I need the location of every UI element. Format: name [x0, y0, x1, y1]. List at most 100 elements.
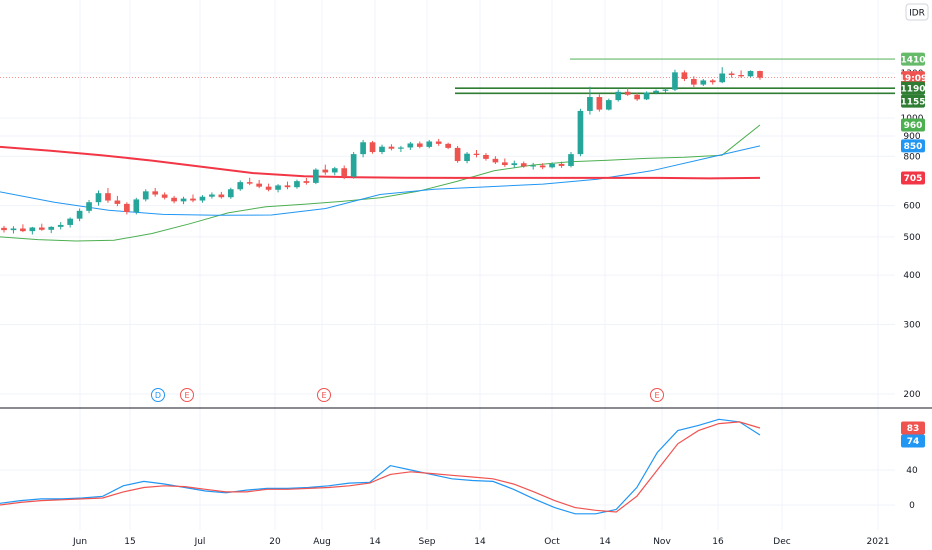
currency-label: IDR — [909, 9, 925, 19]
candle-body — [369, 142, 376, 153]
currency-badge[interactable]: IDR — [905, 3, 929, 21]
osc-tick-label: 40 — [906, 466, 918, 476]
candle-body — [105, 193, 111, 201]
candle-body — [662, 89, 669, 91]
candle-body — [284, 185, 291, 188]
candle-body — [209, 194, 215, 197]
candle-body — [426, 141, 433, 147]
candle-body — [29, 227, 36, 232]
osc-blue-line — [0, 418, 761, 515]
candle-body — [95, 193, 102, 203]
candle-body — [492, 158, 499, 163]
candle-body — [275, 185, 281, 190]
candle-body — [86, 202, 92, 211]
price-tag-bg — [901, 71, 925, 85]
candle-body — [152, 191, 159, 195]
event-marker-circle — [180, 388, 194, 402]
candle-body — [407, 143, 414, 148]
time-tick-label: Jun — [72, 537, 87, 547]
candle-body — [416, 143, 423, 147]
price-tag-label: 705 — [904, 174, 923, 184]
price-tag: 850 — [901, 139, 925, 153]
candle-body — [256, 183, 262, 187]
candle-body — [539, 165, 546, 168]
candle-body — [605, 100, 612, 110]
event-marker-label: E — [654, 391, 659, 400]
time-tick-label: 2021 — [867, 537, 890, 547]
candle-body — [360, 142, 366, 155]
candle-body — [709, 80, 716, 83]
candle-body — [653, 90, 659, 93]
event-marker-circle — [151, 388, 165, 402]
candle-body — [464, 153, 470, 162]
time-tick-label: Aug — [313, 537, 331, 547]
candle-body — [303, 181, 310, 183]
candle-body — [473, 153, 480, 155]
price-tag: 960 — [901, 118, 925, 132]
candle-body — [180, 198, 187, 202]
candle-body — [511, 163, 518, 166]
price-tag-label: 19:09 — [899, 74, 928, 84]
candle-body — [171, 197, 177, 202]
time-axis[interactable]: Jun 15 Jul 20 Aug 14 Sep 14 Oct 14 Nov 16 Dec 2021 — [72, 537, 889, 547]
candle-body — [738, 74, 744, 77]
osc-value-tag: 83 — [901, 421, 925, 435]
candle-body — [445, 143, 451, 148]
candle-body — [199, 196, 206, 201]
candle-body — [728, 73, 735, 75]
time-tick-label: 14 — [369, 537, 381, 547]
grid — [0, 0, 895, 530]
candle-body — [643, 92, 650, 100]
candle-body — [700, 80, 707, 85]
candle-body — [530, 165, 537, 167]
price-tag-label: 960 — [904, 121, 923, 131]
candle-body — [483, 154, 489, 159]
price-tag-label: 850 — [904, 142, 923, 152]
candle-body — [313, 169, 319, 183]
ma-short-line — [0, 124, 761, 242]
candle-body — [67, 218, 73, 225]
event-marker-d[interactable]: D — [151, 388, 165, 402]
osc-value-tag-label: 83 — [907, 424, 920, 434]
osc-red-line — [0, 421, 761, 513]
event-marker-e[interactable]: E — [650, 388, 664, 402]
candle-body — [227, 189, 234, 198]
event-marker-label: E — [184, 391, 189, 400]
price-tag: 1410 — [900, 52, 926, 66]
candle-body — [388, 146, 395, 149]
price-tick-label: 600 — [903, 202, 920, 212]
event-marker-e[interactable]: E — [317, 388, 331, 402]
price-tag: 1155 — [900, 94, 926, 108]
price-tag-bg — [901, 139, 925, 153]
price-tag-bg — [901, 118, 925, 132]
candle-body — [133, 199, 140, 213]
candle-body — [20, 228, 26, 232]
event-marker-e[interactable]: E — [180, 388, 194, 402]
price-tick-label: 500 — [903, 233, 920, 243]
candle-body — [10, 228, 17, 231]
price-tag: 705 — [901, 171, 925, 185]
time-tick-label: 16 — [712, 537, 724, 547]
oscillator-pane: 40 0 83 74 — [0, 418, 925, 515]
price-tag-label: 1190 — [900, 84, 925, 94]
candle-body — [615, 91, 622, 101]
candles — [1, 67, 763, 235]
osc-value-tag: 74 — [901, 434, 925, 448]
candle-body — [322, 169, 329, 173]
event-marker-label: E — [321, 391, 326, 400]
candle-body — [1, 227, 7, 231]
candle-body — [246, 182, 253, 184]
time-tick-label: Jul — [194, 537, 206, 547]
time-tick-label: Sep — [419, 537, 436, 547]
candle-body — [379, 146, 385, 153]
candle-body — [265, 186, 272, 190]
candle-body — [76, 210, 83, 219]
price-tag-bg — [901, 81, 925, 95]
candle-body — [634, 94, 640, 100]
osc-value-tag-bg — [901, 421, 925, 435]
time-tick-label: Dec — [773, 537, 790, 547]
candle-body — [218, 194, 225, 198]
candle-body — [454, 147, 461, 162]
